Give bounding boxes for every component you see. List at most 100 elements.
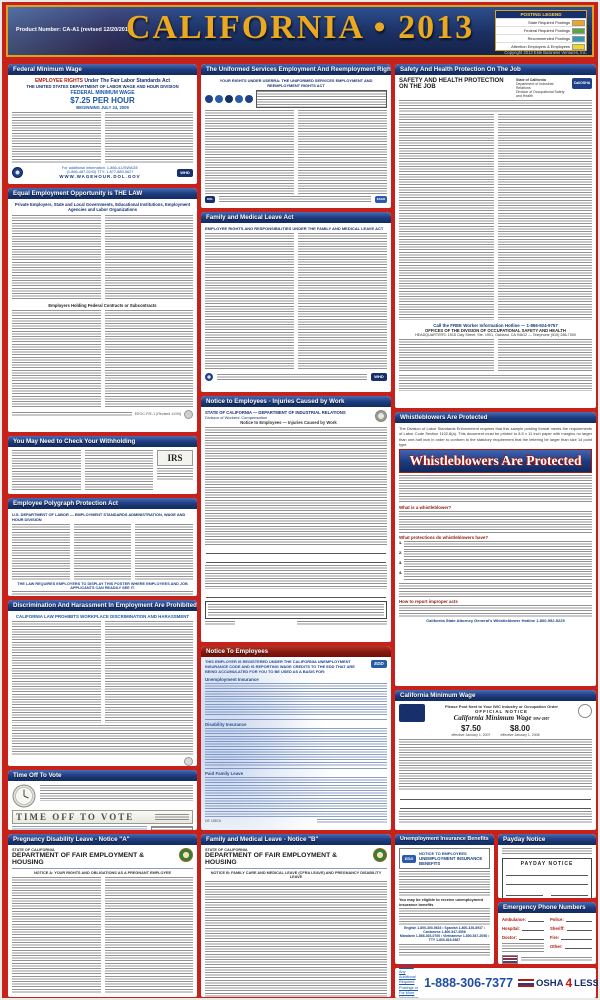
body-text-column <box>12 112 101 164</box>
form-blank-line <box>400 802 591 809</box>
body-text-block <box>399 511 592 534</box>
ui-phone-line-2: Mandarin 1-866-303-0706 • Vietnamese 1-8… <box>399 934 490 942</box>
intro-text <box>399 100 592 112</box>
wage-amount-2008: $8.00 <box>510 724 531 733</box>
fml-b-header: Family and Medical Leave - Notice "B" <box>201 834 391 845</box>
injuries-title: Notice to Employees — Injuries Caused by… <box>240 420 337 425</box>
state-of-california-label: STATE OF CALIFORNIA <box>205 848 248 852</box>
worker-hotline: Call the FREE Worker Information Hotline… <box>433 323 558 328</box>
userra-subtitle: YOUR RIGHTS UNDER USERRA: THE UNIFORMED … <box>219 78 373 88</box>
body-text-block <box>205 427 387 545</box>
eeo-form-number: EEOC-P/E-1 (Revised 11/09) <box>134 412 182 417</box>
irs-caption <box>157 468 193 480</box>
state-seal-icon <box>578 704 592 718</box>
irs-logo: IRS <box>167 453 183 463</box>
numbered-item <box>404 561 592 572</box>
emergency-label: Ambulance: <box>502 917 526 922</box>
body-text-block <box>399 475 592 504</box>
effective-date: BEGINNING JULY 24, 2009 <box>76 105 129 110</box>
footer-fine-print <box>297 621 387 625</box>
body-text-block <box>205 682 387 717</box>
section-discrimination-harassment: Discrimination And Harassment In Employm… <box>8 600 197 766</box>
copyright-text: Copyright 2013 Elite Business Ventures, … <box>504 50 587 55</box>
footer-fine-print <box>399 811 592 823</box>
info-phone: For additional information: 1-866-4-USWA… <box>61 166 139 170</box>
edd-section-disability: Disability Insurance <box>205 721 247 727</box>
injuries-division-label: Division of Workers' Compensation <box>205 415 268 420</box>
body-text-column <box>12 524 70 580</box>
body-text-block <box>399 583 592 598</box>
vote-banner-text: TIME OFF TO VOTE <box>16 812 135 822</box>
dosh-headquarters: HEADQUARTERS: 1515 Clay Street, Ste. 190… <box>415 333 576 337</box>
edd-headline: THIS EMPLOYER IS REGISTERED UNDER THE CA… <box>205 659 355 674</box>
payday-header: Payday Notice <box>498 834 596 845</box>
safety-title: SAFETY AND HEALTH PROTECTION ON THE JOB <box>399 78 504 90</box>
vote-stamp-box <box>151 826 193 830</box>
body-text-block <box>205 727 387 766</box>
body-text-column <box>104 621 193 723</box>
edd-form-number: DE 1857A <box>205 818 221 823</box>
federal-minimum-wage-label: FEDERAL MINIMUM WAGE <box>70 90 135 96</box>
section-whistleblowers-protected: Whistleblowers Are Protected The Divisio… <box>395 412 596 686</box>
section-payday-notice: Payday Notice PAYDAY NOTICE <box>498 834 596 898</box>
injuries-header: Notice to Employees - Injuries Caused by… <box>201 396 391 407</box>
intro-text <box>502 848 592 856</box>
injuries-state-label: STATE OF CALIFORNIA — DEPARTMENT OF INDU… <box>205 410 346 415</box>
discrimination-header: Discrimination And Harassment In Employm… <box>8 600 197 611</box>
edd-logo: EDD <box>402 854 416 863</box>
ui-eligible-line: You may be eligible to receive unemploym… <box>399 897 484 907</box>
body-text-column <box>298 233 387 371</box>
form-blank-line <box>206 547 386 554</box>
clock-icon <box>12 784 36 808</box>
section-emergency-phone-numbers: Emergency Phone Numbers Ambulance: Hospi… <box>498 902 596 964</box>
legend-label: Recommended Postings <box>527 36 570 41</box>
safety-dept-label: Department of Industrial Relations <box>516 82 554 90</box>
whistleblower-heading-1: What is a whistleblower? <box>399 505 452 511</box>
section-federal-minimum-wage: Federal Minimum Wage EMPLOYEE RIGHTS Und… <box>8 64 197 184</box>
body-text-block <box>399 908 490 926</box>
military-branch-seal-icon <box>205 95 213 103</box>
whistleblower-heading-3: How to report improper acts <box>399 599 458 605</box>
vote-footer-text <box>12 826 147 830</box>
legend-row: Attention Employers & Employees <box>496 42 586 50</box>
section-edd-notice-to-employees: Notice To Employees THIS EMPLOYER IS REG… <box>201 646 391 830</box>
fmla-subtitle: EMPLOYEE RIGHTS AND RESPONSIBILITIES UND… <box>205 226 384 231</box>
body-text-column <box>104 877 193 993</box>
safety-division-label: Division of Occupational Safety and Heal… <box>516 90 565 98</box>
body-text-column <box>135 524 194 580</box>
form-blank-line <box>521 925 544 931</box>
numbered-item <box>404 571 592 582</box>
military-branch-seal-icon <box>225 95 233 103</box>
pdl-subtitle: NOTICE A: YOUR RIGHTS AND OBLIGATIONS AS… <box>33 871 172 875</box>
boxed-notice-text <box>208 604 384 616</box>
edd-notice-header: Notice To Employees <box>201 646 391 657</box>
legend-color-chip <box>572 27 585 34</box>
agency-stamp-icon <box>183 409 193 419</box>
office-list-column <box>497 339 592 373</box>
legend-row: State Required Postings <box>496 18 586 26</box>
emergency-label: Sheriff: <box>550 926 565 931</box>
dol-logo: DOL <box>205 196 215 203</box>
cal-osha-logo: Cal/OSHA <box>572 78 592 89</box>
ca-minwage-title: California Minimum Wage <box>453 714 532 722</box>
body-text-column <box>12 309 101 408</box>
payday-form-title: PAYDAY NOTICE <box>520 861 574 867</box>
order-text: To Order Any Additional Required Posting… <box>399 964 420 1000</box>
section-safety-health-protection: Safety And Health Protection On The Job … <box>395 64 596 408</box>
state-of-california-label: STATE OF CALIFORNIA <box>12 848 55 852</box>
federal-minimum-wage-header: Federal Minimum Wage <box>8 64 197 75</box>
body-text-block <box>399 871 490 897</box>
body-text-column <box>12 621 101 723</box>
vote-banner-fine-print <box>155 813 189 821</box>
body-text-column <box>205 233 294 371</box>
ca-minwage-header: California Minimum Wage <box>395 690 596 701</box>
form-blank-line <box>206 591 386 598</box>
body-text-column <box>12 214 101 301</box>
wage-amount-2007: $7.50 <box>460 724 481 733</box>
post-next-to-iwc-note: Please Post Next to Your IWC Industry or… <box>445 704 558 709</box>
product-number: Product Number: CA-A1 (revised 12/20/201… <box>16 27 133 33</box>
section-family-medical-leave-b: Family and Medical Leave - Notice "B" ST… <box>201 834 391 997</box>
dosh-offices-heading: OFFICES OF THE DIVISION OF OCCUPATIONAL … <box>425 328 566 333</box>
footer-fine-print <box>12 591 193 596</box>
ui-benefits-header: Unemployment Insurance Benefits <box>395 834 494 845</box>
